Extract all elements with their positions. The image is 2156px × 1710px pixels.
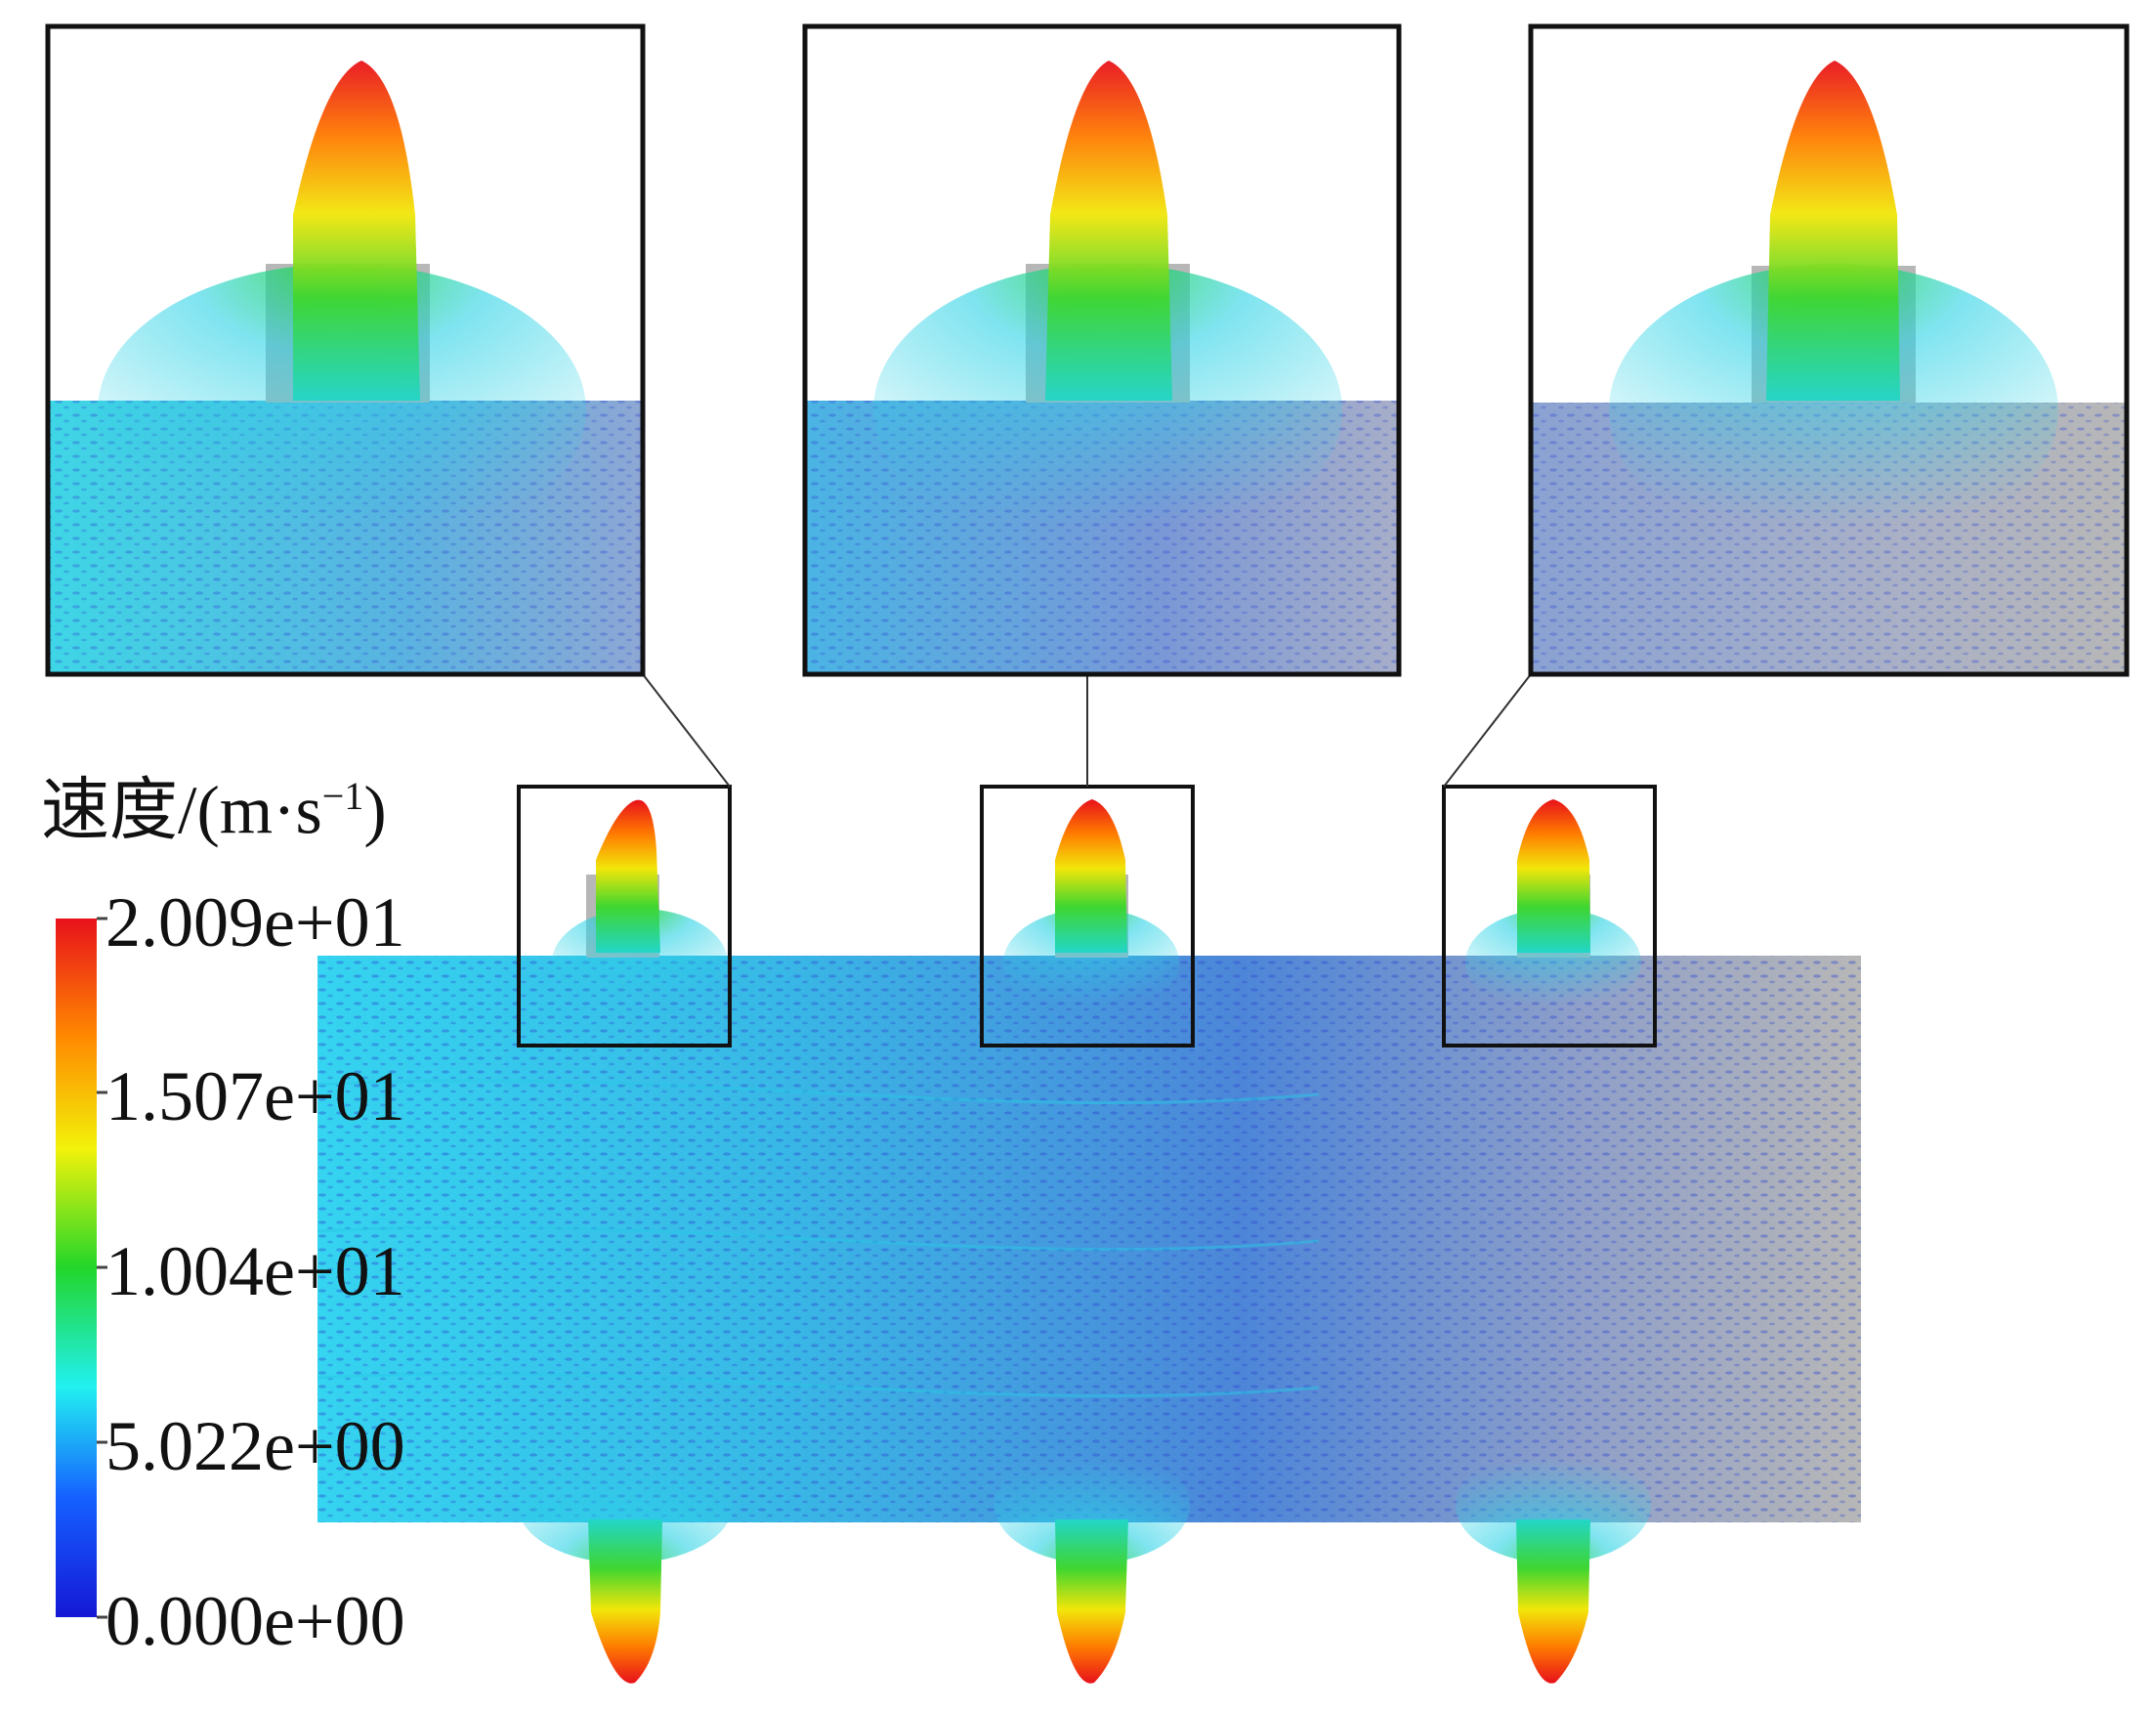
colorbar-ticks xyxy=(97,917,107,1619)
main-pipe xyxy=(317,956,1861,1522)
bottom-outlet-3 xyxy=(1456,1446,1651,1684)
colorbar-tick-label: 2.009e+01 xyxy=(106,883,405,962)
colorbar-title-suffix: ) xyxy=(363,773,387,849)
colorbar-tick-label: 1.507e+01 xyxy=(106,1057,405,1135)
top-outlet-1 xyxy=(552,799,728,1016)
colorbar-title-exponent: −1 xyxy=(321,774,364,818)
connector-line-3 xyxy=(1443,673,1532,788)
bottom-outlet-1 xyxy=(518,1446,733,1684)
bottom-outlet-2 xyxy=(994,1446,1190,1684)
colorbar xyxy=(56,919,97,1617)
inset-panel-3 xyxy=(1528,23,2130,677)
zoom-box-1 xyxy=(517,785,732,1047)
inset-panel-2 xyxy=(802,23,1402,677)
colorbar-title: 速度/(m·s−1) xyxy=(41,777,387,845)
colorbar-tick-label: 0.000e+00 xyxy=(106,1582,405,1660)
colorbar-tick-label: 5.022e+00 xyxy=(106,1407,405,1485)
top-outlet-3 xyxy=(1465,799,1641,1016)
colorbar-tick-label: 1.004e+01 xyxy=(106,1232,405,1310)
top-outlet-2 xyxy=(1003,799,1179,1016)
zoom-box-3 xyxy=(1442,785,1657,1047)
inset-panel-1 xyxy=(45,23,646,677)
connector-line-1 xyxy=(642,673,731,788)
colorbar-title-prefix: 速度/(m·s xyxy=(41,773,322,849)
